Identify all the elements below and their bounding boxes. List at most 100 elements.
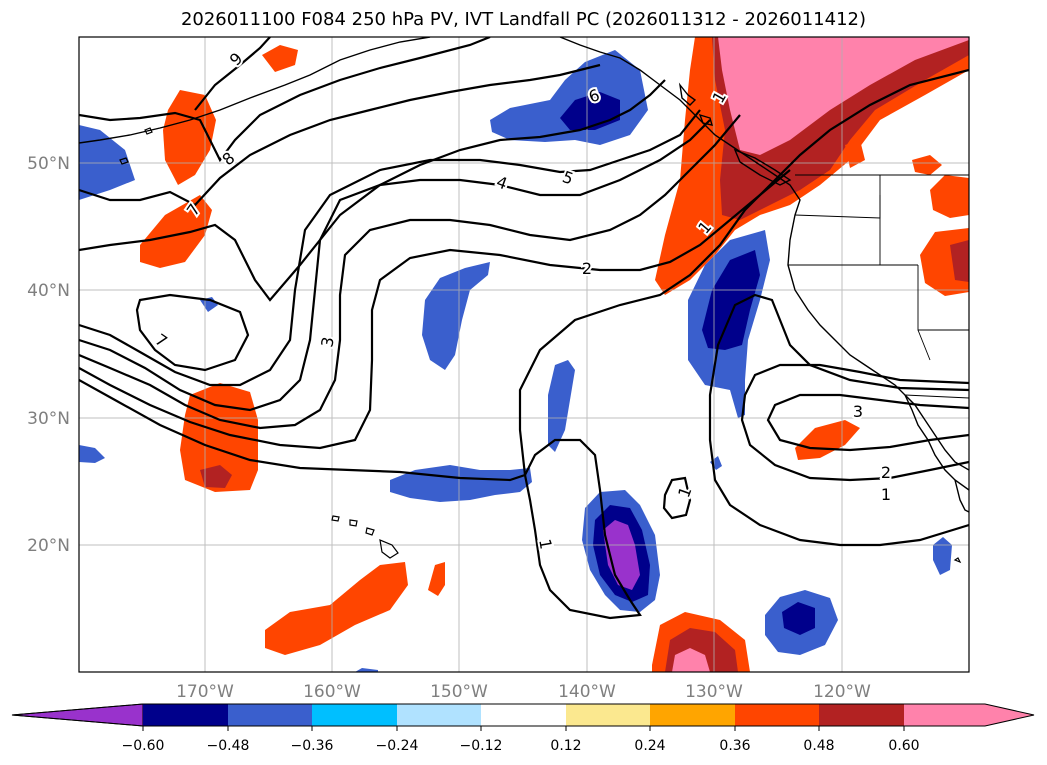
longitude-labels: 170°W 160°W 150°W 140°W 130°W 120°W (176, 682, 871, 702)
gridlines (79, 37, 969, 672)
islands (119, 127, 962, 564)
colorbar: −0.60 −0.48 −0.36 −0.24 −0.12 0.12 0.24 … (11, 703, 1035, 754)
colorbar-tick-label: −0.36 (291, 738, 334, 754)
colorbar-tick-label: −0.60 (122, 738, 165, 754)
pv-fill-us-east-1 (930, 175, 969, 218)
colorbar-extend-min (11, 703, 144, 727)
colorbar-segment (819, 704, 904, 726)
contour-1-small-loop (662, 476, 692, 520)
colorbar-segment (650, 704, 735, 726)
contour-3 (79, 114, 741, 430)
pv-fill-167w-58n (262, 45, 298, 72)
coastline-bc-islands (678, 82, 713, 126)
lon-label: 140°W (558, 682, 616, 702)
contour-7-loop (135, 293, 250, 372)
pv-fill-133w-12n-pink (672, 648, 710, 672)
coastline-north-america (689, 109, 969, 491)
colorbar-segment (143, 704, 228, 726)
colorbar-tick-label: 0.12 (550, 738, 581, 754)
colorbar-tick-label: −0.24 (376, 738, 419, 754)
colorbar-segment (481, 704, 566, 726)
coastline-vancouver-island (733, 148, 792, 186)
colorbar-segment (566, 704, 650, 726)
pv-fill-south-hawaii (265, 562, 408, 655)
colorbar-tick-label: −0.48 (207, 738, 250, 754)
pv-fill-145w-55n-core (560, 92, 620, 130)
map-frame (78, 36, 970, 673)
contour-2 (79, 169, 791, 450)
contour-4 (79, 119, 711, 412)
contour-6 (79, 79, 666, 302)
pv-fill-140w-32n (548, 360, 575, 452)
pv-fill-170w-30n-core (200, 465, 232, 488)
colorbar-segment (228, 704, 312, 726)
coastline-alaska-peninsula (79, 37, 431, 144)
coastlines (79, 37, 969, 513)
contour-3-east (766, 393, 969, 452)
colorbar-segment (735, 704, 819, 726)
colorbar-tick-label: 0.48 (803, 738, 834, 754)
pv-fill-178w-26n (79, 445, 105, 463)
latitude-labels: 50°N 40°N 30°N 20°N (27, 154, 70, 556)
pv-fill-us-east-4 (845, 140, 865, 168)
pv-fill-small-147w (428, 562, 445, 596)
colorbar-segment (397, 704, 481, 726)
borders (788, 174, 969, 399)
contour-8 (79, 37, 491, 163)
island-hawaii-oahu (349, 519, 358, 527)
pv-fill-150w-40n (422, 262, 490, 370)
contour-1-east (708, 293, 969, 547)
lon-label: 170°W (176, 682, 234, 702)
colorbar-extend-max (904, 704, 1034, 726)
lat-label: 50°N (27, 154, 70, 174)
lon-label: 150°W (430, 682, 488, 702)
contour-9 (194, 37, 271, 111)
contour-label: 2 (881, 463, 891, 482)
colorbar-tick-label: −0.12 (460, 738, 503, 754)
lat-label: 40°N (27, 281, 70, 301)
pv-fill-pnw-pink (718, 37, 969, 155)
lat-label: 30°N (27, 409, 70, 429)
island-hawaii-kauai (331, 515, 340, 522)
island-hawaii-big (379, 539, 399, 559)
pv-fill-137w-18n-purple (603, 520, 640, 590)
pv-fill-131w-25n (710, 456, 722, 470)
island-guadalupe (953, 557, 962, 564)
contour-label: 3 (853, 402, 863, 421)
map-title: 2026011100 F084 250 hPa PV, IVT Landfall… (180, 9, 867, 30)
pv-fill-125w-15n-dark (782, 602, 815, 635)
pv-fill-us-east-2-dark (950, 240, 969, 282)
island-hawaii-maui (365, 527, 375, 536)
contour-1-south (523, 438, 642, 620)
pv-fill-158w-10n (355, 668, 378, 672)
border-us-mexico (904, 394, 969, 399)
colorbar-tick-label: 0.24 (634, 738, 665, 754)
colorbar-segment (312, 704, 397, 726)
colorbar-tick-label: 0.36 (719, 738, 750, 754)
contour-7-upper (79, 63, 601, 207)
coastline-mexico (954, 479, 969, 513)
contour-1-main (79, 68, 969, 482)
coastline-alaska-gulf (559, 37, 691, 111)
contour-2-east (740, 363, 969, 482)
pv-fill-170w-42n (140, 195, 212, 268)
colorbar-tick-label: 0.60 (888, 738, 919, 754)
pv-fill-115w-20n (933, 537, 952, 575)
contour-label: 1 (881, 485, 891, 504)
contour-5 (79, 109, 701, 387)
island-aleutian-2 (144, 127, 153, 135)
colorbar-ticks (142, 726, 905, 731)
ivt-contours (79, 37, 969, 620)
pv-fill-126w-27n (795, 420, 860, 460)
lon-label: 120°W (813, 682, 871, 702)
island-aleutian-1 (119, 157, 129, 165)
pv-negative-fill (79, 50, 952, 672)
pv-fill-130w-37n-dark (702, 250, 760, 350)
pv-fill-us-east-3 (912, 155, 942, 175)
contour-label: 2 (582, 259, 592, 278)
border-nv-az (917, 329, 931, 361)
lat-label: 20°N (27, 536, 70, 556)
lon-label: 130°W (685, 682, 743, 702)
lon-label: 160°W (303, 682, 361, 702)
